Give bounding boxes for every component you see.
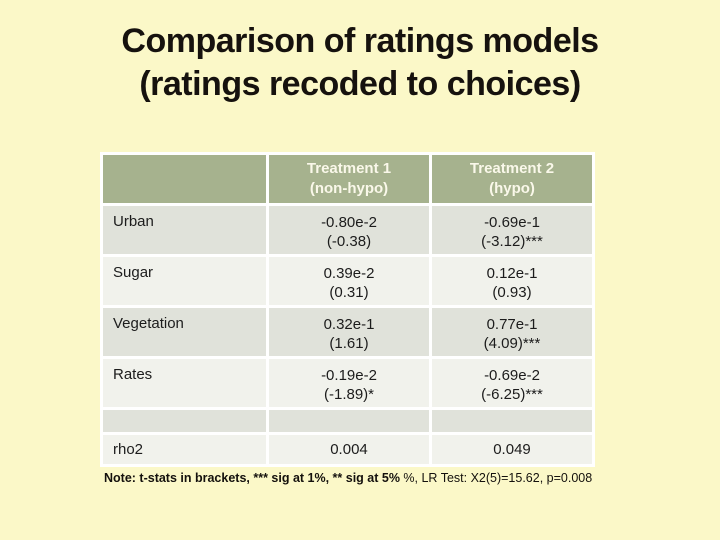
cell-value: -0.19e-2 [321, 367, 377, 384]
header-line-1: Treatment 2 [469, 160, 555, 177]
slide-title-line-1: Comparison of ratings models [121, 22, 599, 60]
table-row-vegetation: Vegetation 0.32e-1 (1.61) 0.77e-1 (4.09)… [103, 308, 592, 356]
table-row-sugar: Sugar 0.39e-2 (0.31) 0.12e-1 (0.93) [103, 257, 592, 305]
table-row-rates: Rates -0.19e-2 (-1.89)* -0.69e-2 (-6.25)… [103, 359, 592, 407]
cell-tstat: (-6.25)*** [481, 386, 543, 403]
cell-t1: -0.19e-2 (-1.89)* [269, 359, 429, 407]
row-label: rho2 [103, 435, 266, 464]
header-row: Treatment 1 (non-hypo) Treatment 2 (hypo… [103, 155, 592, 203]
table-row-rho2: rho2 0.004 0.049 [103, 435, 592, 464]
slide-title-line-2: (ratings recoded to choices) [139, 65, 581, 103]
cell-tstat: (4.09)*** [483, 335, 541, 352]
column-header-treatment1: Treatment 1 (non-hypo) [269, 155, 429, 203]
header-line-2: (non-hypo) [309, 180, 389, 197]
footnote-bold-part: Note: t-stats in brackets, *** sig at 1%… [104, 471, 400, 485]
cell-tstat: (0.93) [492, 284, 532, 301]
slide-title: Comparison of ratings models (ratings re… [0, 20, 720, 106]
row-label: Urban [103, 206, 266, 254]
spacer-row [103, 410, 592, 432]
cell-value: -0.69e-2 [484, 367, 540, 384]
cell-value: 0.12e-1 [486, 265, 538, 282]
cell-t2: 0.77e-1 (4.09)*** [432, 308, 592, 356]
row-label: Sugar [103, 257, 266, 305]
cell-t1: -0.80e-2 (-0.38) [269, 206, 429, 254]
cell-t2: 0.12e-1 (0.93) [432, 257, 592, 305]
table-row-urban: Urban -0.80e-2 (-0.38) -0.69e-1 (-3.12)*… [103, 206, 592, 254]
cell-value: 0.77e-1 [486, 316, 538, 333]
header-line-2: (hypo) [489, 180, 535, 197]
cell-t1: 0.32e-1 (1.61) [269, 308, 429, 356]
row-label: Vegetation [103, 308, 266, 356]
results-table: Treatment 1 (non-hypo) Treatment 2 (hypo… [100, 152, 595, 467]
cell-tstat: (-1.89)* [323, 386, 375, 403]
column-header-empty [103, 155, 266, 203]
cell-tstat: (-0.38) [326, 233, 372, 250]
cell-tstat: (0.31) [329, 284, 369, 301]
results-table-container: Treatment 1 (non-hypo) Treatment 2 (hypo… [100, 152, 595, 467]
cell-t1: 0.39e-2 (0.31) [269, 257, 429, 305]
cell-t1: 0.004 [269, 435, 429, 464]
cell-t2: -0.69e-1 (-3.12)*** [432, 206, 592, 254]
header-line-1: Treatment 1 [306, 160, 392, 177]
cell-tstat: (1.61) [329, 335, 369, 352]
cell-t2: -0.69e-2 (-6.25)*** [432, 359, 592, 407]
cell-value: 0.39e-2 [323, 265, 375, 282]
cell-value: -0.80e-2 [321, 214, 377, 231]
cell-t2: 0.049 [432, 435, 592, 464]
column-header-treatment2: Treatment 2 (hypo) [432, 155, 592, 203]
cell-value: 0.32e-1 [323, 316, 375, 333]
footnote: Note: t-stats in brackets, *** sig at 1%… [104, 470, 704, 486]
row-label: Rates [103, 359, 266, 407]
footnote-regular-part: %, LR Test: X2(5)=15.62, p=0.008 [399, 471, 593, 485]
cell-value: -0.69e-1 [484, 214, 540, 231]
cell-tstat: (-3.12)*** [481, 233, 543, 250]
